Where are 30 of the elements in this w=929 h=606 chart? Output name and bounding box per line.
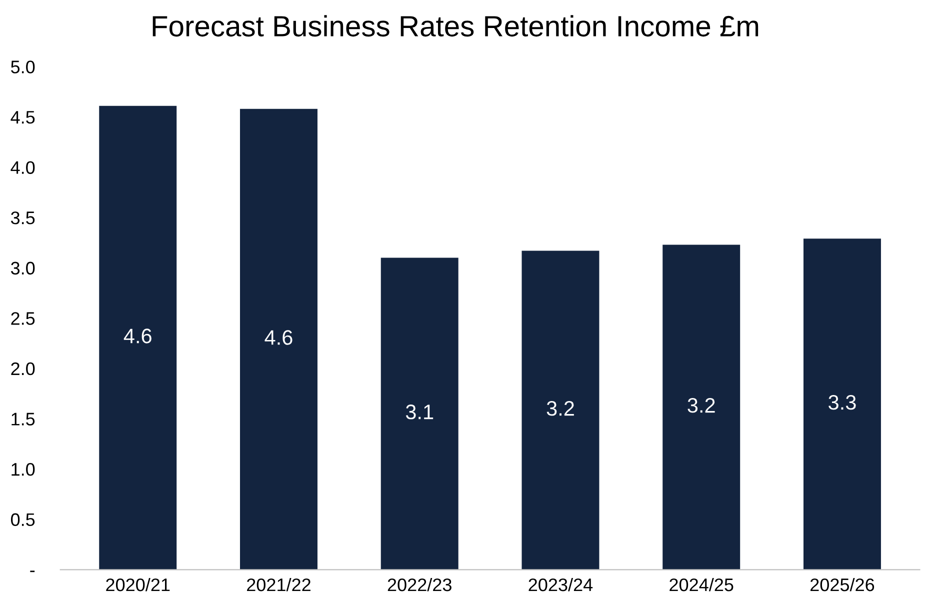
data-label: 3.1	[406, 404, 434, 420]
y-tick-label: 0.5	[10, 513, 35, 526]
bar	[380, 258, 458, 570]
y-tick-label: 2.5	[11, 312, 35, 325]
bar	[240, 108, 318, 570]
data-label: 3.2	[688, 398, 715, 413]
x-tick-label: 2023/24	[528, 578, 593, 592]
data-label: 3.2	[546, 401, 574, 416]
y-tick-label: 3.5	[10, 211, 35, 224]
bar	[522, 250, 600, 570]
x-tick-label: 2025/26	[810, 578, 874, 592]
bar	[662, 244, 740, 570]
data-label: 4.6	[124, 328, 152, 344]
y-tick-label: 1.0	[12, 462, 35, 476]
y-tick-label: 5.0	[11, 60, 35, 74]
y-tick-label: 2.0	[11, 362, 35, 376]
y-tick-label: 4.5	[10, 111, 35, 124]
bar	[803, 238, 881, 570]
y-tick-label: 4.0	[10, 161, 35, 174]
x-tick-label: 2020/21	[106, 578, 170, 592]
y-tick-label: 3.0	[10, 262, 35, 275]
y-tick-label: 1.5	[12, 412, 35, 426]
bar	[99, 106, 177, 570]
chart-title: Forecast Business Rates Retention Income £m	[152, 15, 758, 37]
x-tick-label: 2022/23	[388, 578, 452, 592]
x-tick-label: 2024/25	[670, 578, 734, 592]
data-label: 3.3	[828, 395, 856, 410]
data-label: 4.6	[264, 330, 292, 345]
x-tick-label: 2021/22	[247, 578, 310, 592]
y-tick-label: -	[30, 570, 35, 572]
